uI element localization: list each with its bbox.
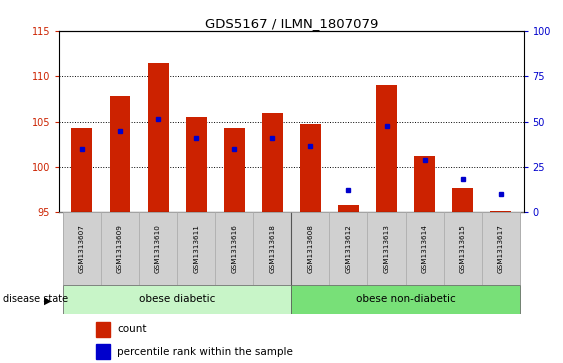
Bar: [329, 212, 368, 285]
Bar: [101, 212, 139, 285]
Bar: [110, 96, 131, 212]
Bar: [63, 285, 292, 314]
Bar: [96, 322, 110, 337]
Bar: [300, 124, 321, 212]
Text: GSM1313615: GSM1313615: [459, 224, 466, 273]
Text: GSM1313618: GSM1313618: [269, 224, 275, 273]
Text: GSM1313616: GSM1313616: [231, 224, 237, 273]
Text: GSM1313612: GSM1313612: [346, 224, 351, 273]
Bar: [186, 117, 207, 212]
Bar: [292, 212, 329, 285]
Text: count: count: [117, 325, 147, 334]
Text: GSM1313608: GSM1313608: [307, 224, 314, 273]
Title: GDS5167 / ILMN_1807079: GDS5167 / ILMN_1807079: [205, 17, 378, 30]
Bar: [490, 211, 511, 212]
Bar: [368, 212, 405, 285]
Bar: [139, 212, 177, 285]
Text: GSM1313609: GSM1313609: [117, 224, 123, 273]
Bar: [338, 205, 359, 212]
Bar: [224, 128, 245, 212]
Bar: [262, 113, 283, 212]
Bar: [96, 344, 110, 359]
Text: ▶: ▶: [44, 295, 52, 306]
Text: GSM1313607: GSM1313607: [79, 224, 85, 273]
Bar: [148, 62, 168, 212]
Bar: [215, 212, 253, 285]
Bar: [405, 212, 444, 285]
Bar: [253, 212, 292, 285]
Text: disease state: disease state: [3, 294, 68, 305]
Bar: [177, 212, 215, 285]
Text: GSM1313611: GSM1313611: [193, 224, 199, 273]
Bar: [376, 85, 397, 212]
Bar: [444, 212, 482, 285]
Text: obese diabetic: obese diabetic: [139, 294, 215, 305]
Bar: [63, 212, 101, 285]
Text: GSM1313614: GSM1313614: [422, 224, 428, 273]
Text: GSM1313610: GSM1313610: [155, 224, 161, 273]
Bar: [452, 188, 473, 212]
Bar: [72, 128, 92, 212]
Text: GSM1313617: GSM1313617: [498, 224, 504, 273]
Text: GSM1313613: GSM1313613: [383, 224, 390, 273]
Bar: [414, 156, 435, 212]
Bar: [292, 285, 520, 314]
Bar: [482, 212, 520, 285]
Text: percentile rank within the sample: percentile rank within the sample: [117, 347, 293, 357]
Text: obese non-diabetic: obese non-diabetic: [356, 294, 455, 305]
